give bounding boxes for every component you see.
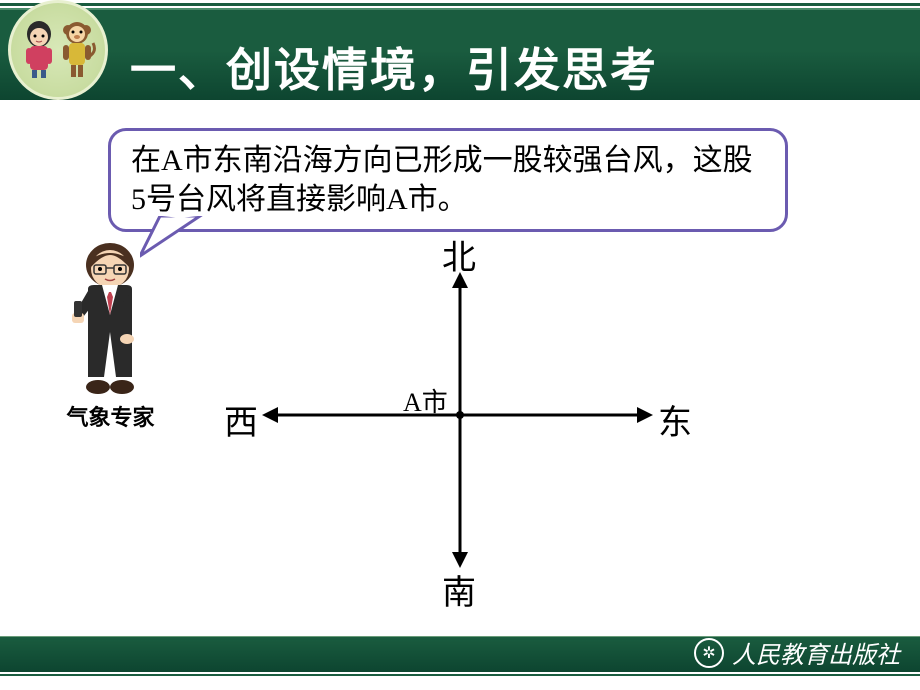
publisher-text: 人民教育出版社 (732, 635, 900, 670)
compass-axes (220, 230, 700, 590)
header-bar: 一、创设情境，引发思考 (0, 8, 920, 100)
publisher-seal-icon: ✲ (694, 638, 724, 668)
logo-characters (18, 10, 98, 90)
center-label: A市 (403, 382, 448, 419)
girl-icon (20, 20, 58, 80)
page-title: 一、创设情境，引发思考 (130, 34, 658, 100)
monkey-icon (58, 18, 96, 80)
speech-bubble: 在A市东南沿海方向已形成一股较强台风，这股5号台风将直接影响A市。 (108, 128, 788, 232)
footer-line (0, 674, 920, 676)
east-label: 东 (658, 395, 692, 444)
logo-badge (8, 0, 108, 100)
footer-publisher: ✲ 人民教育出版社 (694, 635, 900, 670)
south-label: 南 (442, 565, 476, 614)
expert-character (58, 237, 163, 397)
speech-text: 在A市东南沿海方向已形成一股较强台风，这股5号台风将直接影响A市。 (131, 144, 753, 216)
expert-label: 气象专家 (58, 400, 163, 432)
north-label: 北 (442, 230, 476, 279)
west-label: 西 (224, 395, 258, 444)
header-top-line (0, 3, 920, 6)
compass-diagram: 北 南 西 东 A市 (220, 230, 700, 590)
